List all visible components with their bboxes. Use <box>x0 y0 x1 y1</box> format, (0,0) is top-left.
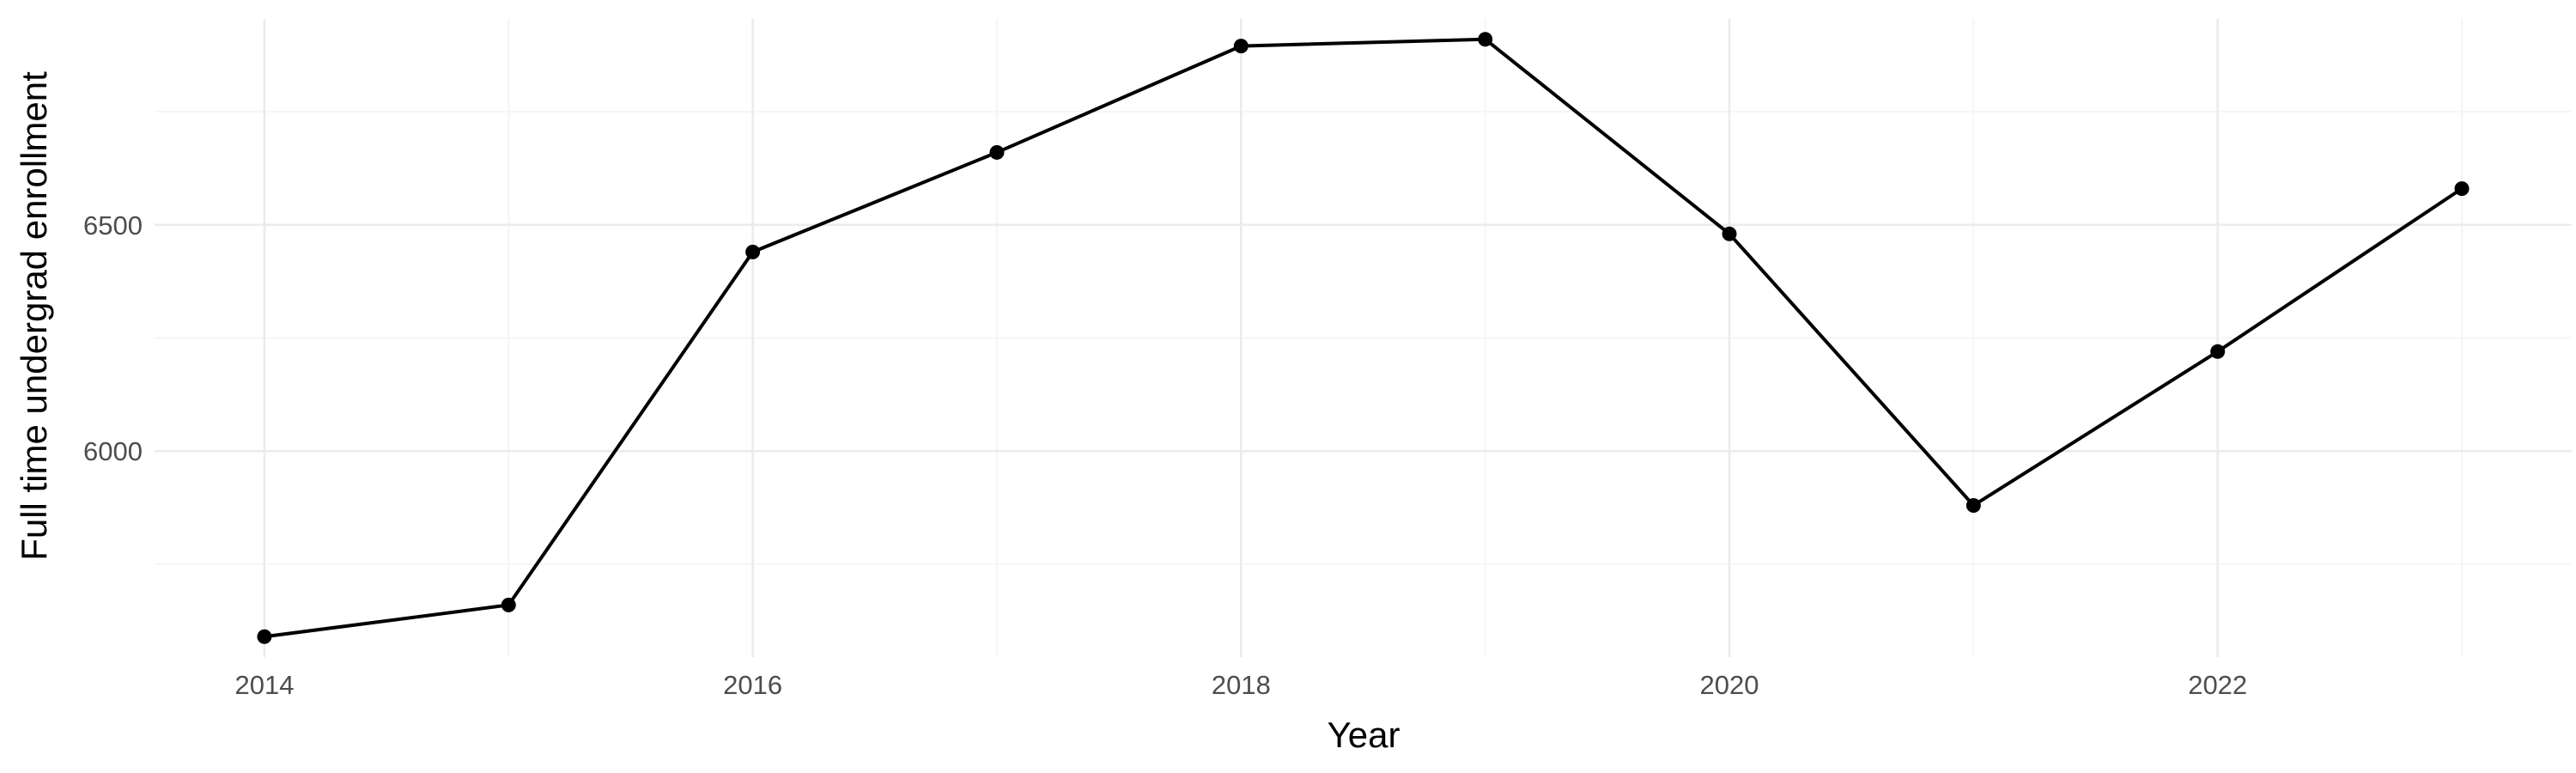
y-tick-label: 6500 <box>83 210 143 240</box>
data-point-2019 <box>1478 32 1493 47</box>
x-tick-label: 2016 <box>723 670 782 700</box>
data-point-2016 <box>745 244 761 259</box>
data-point-2021 <box>1965 497 1981 513</box>
y-tick-label: 6000 <box>83 436 143 466</box>
x-tick-label: 2022 <box>2188 670 2247 700</box>
data-point-2022 <box>2210 344 2226 359</box>
data-point-2023 <box>2454 181 2470 197</box>
x-tick-label: 2020 <box>1700 670 1759 700</box>
series-layer <box>257 32 2470 644</box>
series-line <box>264 37 2464 639</box>
data-point-2014 <box>257 629 272 644</box>
tick-labels: 2014 2016 2018 2020 2022 6000 6500 <box>83 210 2247 700</box>
x-axis-title: Year <box>1327 715 1400 755</box>
data-point-2017 <box>989 144 1005 160</box>
data-point-2020 <box>1722 226 1737 241</box>
data-point-2015 <box>501 597 516 612</box>
data-point-2018 <box>1233 39 1249 54</box>
x-tick-label: 2014 <box>234 670 294 700</box>
y-axis-title: Full time undergrad enrollment <box>14 71 54 561</box>
grid-layer <box>155 19 2572 657</box>
x-tick-label: 2018 <box>1212 670 1271 700</box>
